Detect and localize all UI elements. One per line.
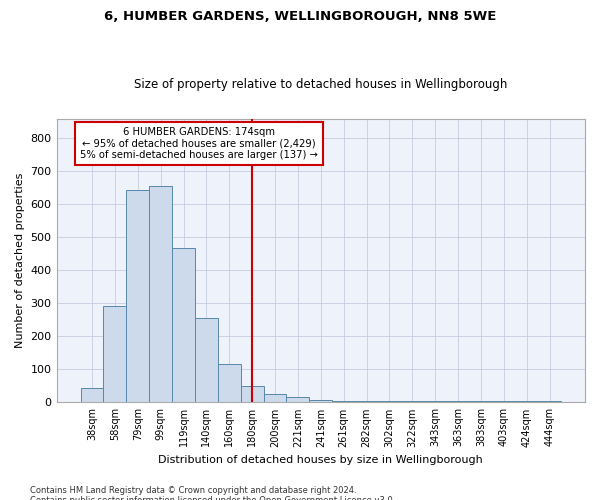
Bar [310,400,332,402]
Title: Size of property relative to detached houses in Wellingborough: Size of property relative to detached ho… [134,78,508,91]
X-axis label: Distribution of detached houses by size in Wellingborough: Distribution of detached houses by size … [158,455,483,465]
Bar [218,364,241,403]
Bar [355,401,378,402]
Bar [149,186,172,402]
Text: Contains HM Land Registry data © Crown copyright and database right 2024.: Contains HM Land Registry data © Crown c… [30,486,356,495]
Text: Contains public sector information licensed under the Open Government Licence v3: Contains public sector information licen… [30,496,395,500]
Text: 6 HUMBER GARDENS: 174sqm
← 95% of detached houses are smaller (2,429)
5% of semi: 6 HUMBER GARDENS: 174sqm ← 95% of detach… [80,127,318,160]
Bar [401,401,424,402]
Y-axis label: Number of detached properties: Number of detached properties [15,173,25,348]
Bar [103,306,127,402]
Bar [286,398,310,402]
Bar [332,401,355,402]
Bar [241,386,263,402]
Bar [127,190,149,402]
Bar [263,394,286,402]
Bar [378,401,401,402]
Bar [172,248,195,402]
Bar [80,388,103,402]
Text: 6, HUMBER GARDENS, WELLINGBOROUGH, NN8 5WE: 6, HUMBER GARDENS, WELLINGBOROUGH, NN8 5… [104,10,496,23]
Bar [195,318,218,402]
